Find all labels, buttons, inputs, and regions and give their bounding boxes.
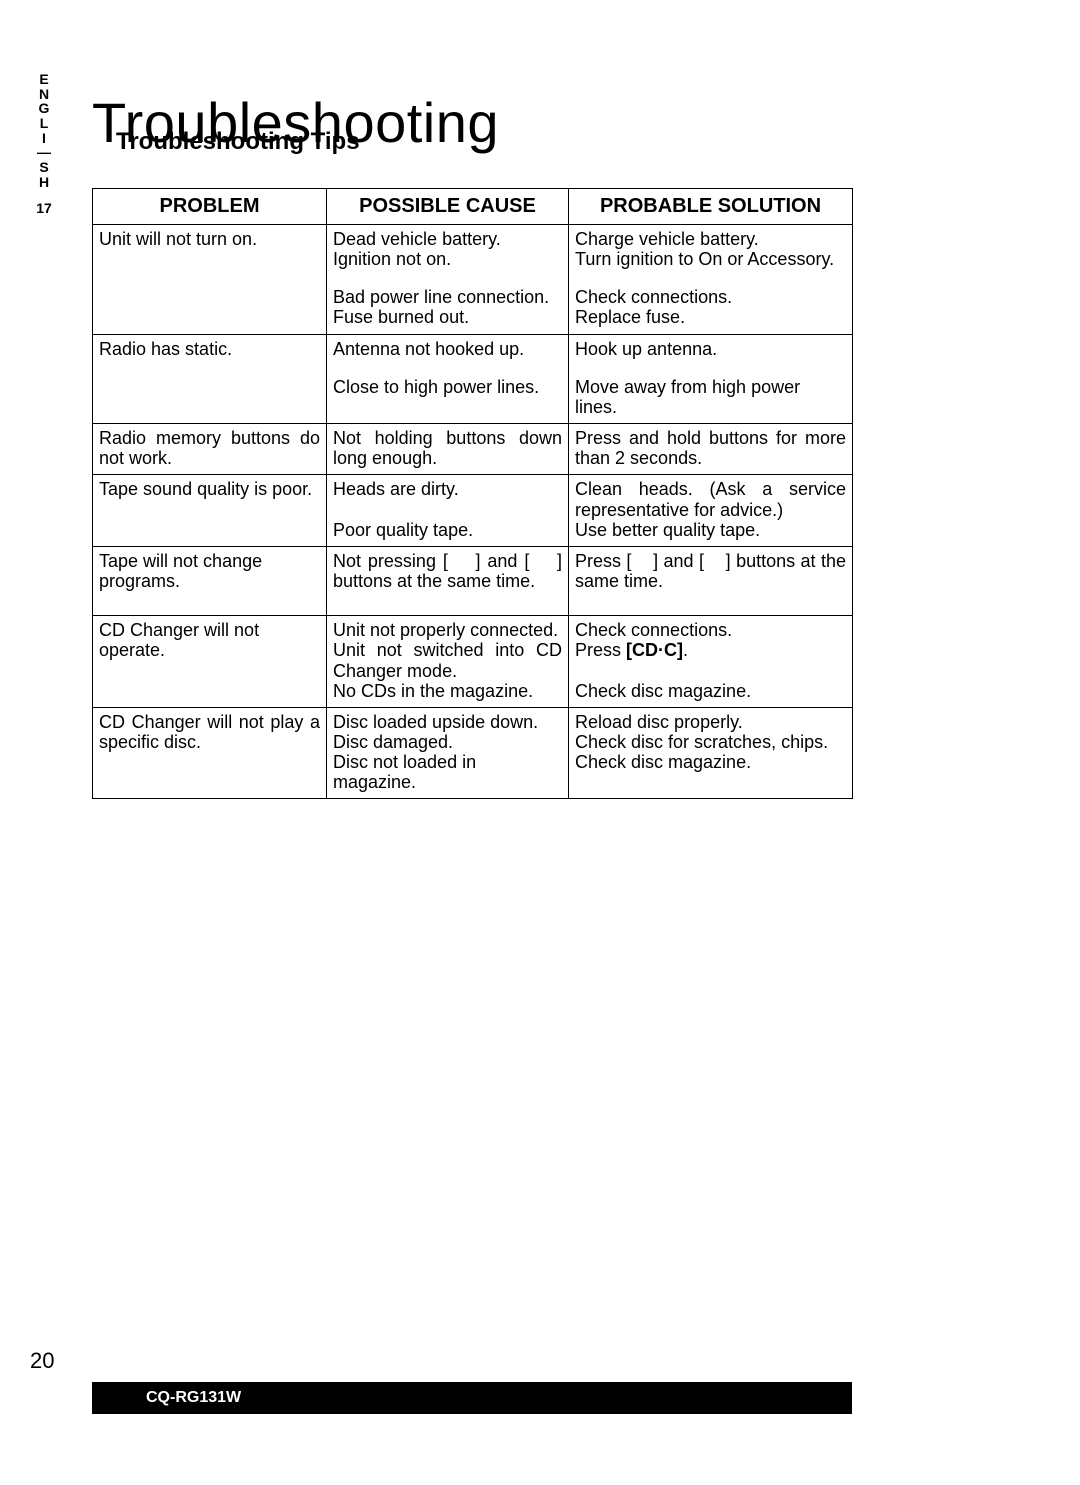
text: No CDs in the magazine. [333, 681, 562, 701]
lang-letter: H [30, 175, 58, 190]
cell-problem: Tape sound quality is poor. [93, 475, 327, 546]
cell-problem: Unit will not turn on. [93, 225, 327, 335]
table-header-row: PROBLEM POSSIBLE CAUSE PROBABLE SOLUTION [93, 189, 853, 225]
col-header-cause: POSSIBLE CAUSE [327, 189, 569, 225]
text: programs. [99, 571, 320, 591]
text: Unit not properly connected. [333, 620, 562, 640]
cell-solution: Reload disc properly. Check disc for scr… [569, 707, 853, 799]
cell-cause: Unit not properly connected. Unit not sw… [327, 616, 569, 708]
text: Unit not switched into CD [333, 640, 562, 660]
text: Replace fuse. [575, 307, 846, 327]
lang-letter: E [30, 72, 58, 87]
text: Turn ignition to On or Accessory. [575, 249, 846, 269]
text: CD Changer will not play a [99, 712, 320, 732]
text: Press [575, 640, 626, 660]
text: Press and hold buttons for more [575, 428, 846, 448]
table-row: Unit will not turn on. Dead vehicle batt… [93, 225, 853, 335]
cell-cause: Dead vehicle battery. Ignition not on. B… [327, 225, 569, 335]
text: Check connections. [575, 620, 846, 640]
cell-cause: Antenna not hooked up. Close to high pow… [327, 334, 569, 423]
table-row: Tape will not change programs. Not press… [93, 546, 853, 615]
footer-model-bar: CQ-RG131W [92, 1382, 852, 1414]
cell-solution: Press and hold buttons for more than 2 s… [569, 424, 853, 475]
text: Press [ ] and [ ] buttons at the [575, 551, 846, 571]
lang-letter: G [30, 101, 58, 116]
page-subtitle: Troubleshooting Tips [116, 128, 360, 156]
text: Ignition not on. [333, 249, 562, 269]
col-header-solution: PROBABLE SOLUTION [569, 189, 853, 225]
cell-solution: Press [ ] and [ ] buttons at the same ti… [569, 546, 853, 615]
cell-solution: Hook up antenna. Move away from high pow… [569, 334, 853, 423]
text: buttons at the same time. [333, 571, 562, 591]
table-row: Radio memory buttons do not work. Not ho… [93, 424, 853, 475]
text: Bad power line connection. [333, 287, 562, 307]
lang-letter: L [30, 116, 58, 131]
cell-cause: Disc loaded upside down. Disc damaged. D… [327, 707, 569, 799]
lang-letter: N [30, 87, 58, 102]
text: Radio has static. [99, 339, 232, 359]
text: Tape sound quality is poor. [99, 479, 312, 499]
cell-problem: Tape will not change programs. [93, 546, 327, 615]
cell-problem: Radio memory buttons do not work. [93, 424, 327, 475]
text: Disc loaded upside down. [333, 712, 562, 732]
text-bold: [CD·C] [626, 640, 683, 660]
text: Disc damaged. [333, 732, 562, 752]
text: Not holding buttons down [333, 428, 562, 448]
table-row: Radio has static. Antenna not hooked up.… [93, 334, 853, 423]
text: Check connections. [575, 287, 846, 307]
lang-letter: S [30, 160, 58, 175]
chapter-number: 17 [30, 200, 58, 216]
cell-solution: Check connections. Press [CD·C]. Check d… [569, 616, 853, 708]
text: Hook up antenna. [575, 339, 846, 359]
language-tab: E N G L I — S H [30, 72, 58, 190]
text: Heads are dirty. [333, 479, 562, 499]
text: not work. [99, 448, 320, 468]
text: Antenna not hooked up. [333, 339, 562, 359]
text: Move away from high power lines. [575, 377, 846, 417]
text: Clean heads. (Ask a service [575, 479, 846, 499]
cell-solution: Clean heads. (Ask a service representati… [569, 475, 853, 546]
cell-problem: CD Changer will not operate. [93, 616, 327, 708]
table-row: CD Changer will not play a specific disc… [93, 707, 853, 799]
text: Radio memory buttons do [99, 428, 320, 448]
lang-letter: I [30, 131, 58, 146]
cell-cause: Heads are dirty. Poor quality tape. [327, 475, 569, 546]
text: Poor quality tape. [333, 520, 562, 540]
text: Changer mode. [333, 661, 562, 681]
troubleshooting-table: PROBLEM POSSIBLE CAUSE PROBABLE SOLUTION… [92, 188, 853, 799]
text: Reload disc properly. [575, 712, 846, 732]
text: Unit will not turn on. [99, 229, 257, 249]
text: Check disc for scratches, chips. [575, 732, 846, 752]
text: Fuse burned out. [333, 307, 562, 327]
cell-problem: CD Changer will not play a specific disc… [93, 707, 327, 799]
text: than 2 seconds. [575, 448, 846, 468]
text: Tape will not change [99, 551, 320, 571]
text: Use better quality tape. [575, 520, 846, 540]
lang-sep: — [30, 145, 58, 160]
text: . [683, 640, 688, 660]
text: Disc not loaded in magazine. [333, 752, 562, 792]
col-header-problem: PROBLEM [93, 189, 327, 225]
text: specific disc. [99, 732, 320, 752]
cell-cause: Not holding buttons down long enough. [327, 424, 569, 475]
cell-cause: Not pressing [ ] and [ ] buttons at the … [327, 546, 569, 615]
troubleshooting-table-wrap: PROBLEM POSSIBLE CAUSE PROBABLE SOLUTION… [92, 188, 852, 799]
cell-solution: Charge vehicle battery. Turn ignition to… [569, 225, 853, 335]
text: Close to high power lines. [333, 377, 562, 397]
table-row: CD Changer will not operate. Unit not pr… [93, 616, 853, 708]
text: CD Changer will not operate. [99, 620, 259, 660]
text: Not pressing [ ] and [ ] [333, 551, 562, 571]
text: Press [CD·C]. [575, 640, 846, 660]
cell-problem: Radio has static. [93, 334, 327, 423]
page-number: 20 [30, 1348, 54, 1374]
footer-model: CQ-RG131W [146, 1389, 241, 1407]
text: Check disc magazine. [575, 681, 846, 701]
text: long enough. [333, 448, 562, 468]
text: Check disc magazine. [575, 752, 846, 772]
table-row: Tape sound quality is poor. Heads are di… [93, 475, 853, 546]
text: Charge vehicle battery. [575, 229, 846, 249]
text: same time. [575, 571, 846, 591]
text: representative for advice.) [575, 500, 846, 520]
text: Dead vehicle battery. [333, 229, 562, 249]
